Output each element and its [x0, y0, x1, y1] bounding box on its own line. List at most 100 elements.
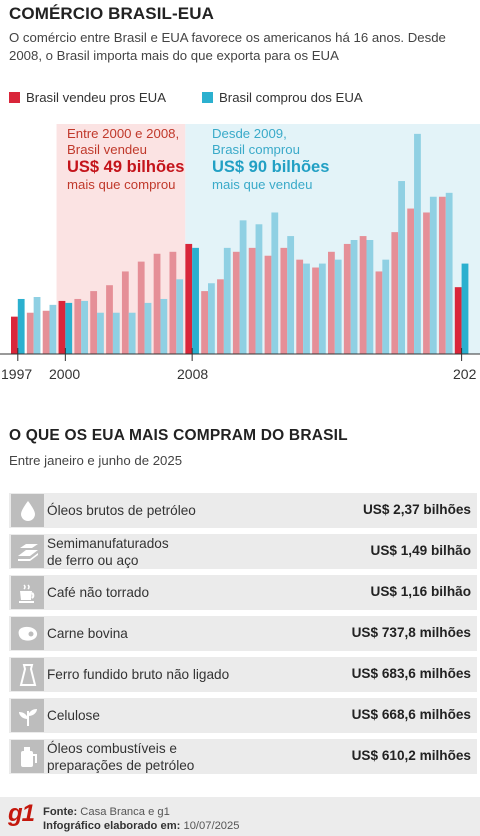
bar-sold-2004	[121, 271, 129, 354]
list-item: Café não torrado US$ 1,16 bilhão	[9, 575, 477, 610]
bar-sold-2018	[343, 243, 351, 354]
list-item: Celulose US$ 668,6 milhões	[9, 698, 477, 733]
bar-sold-1997	[11, 316, 18, 354]
list-item: Carne bovina US$ 737,8 milhões	[9, 616, 477, 651]
bar-bought-2020	[382, 259, 390, 354]
g1-logo: g1	[8, 800, 35, 827]
iron-bag-icon	[11, 658, 44, 691]
annotation-blue-line2: Brasil comprou	[212, 142, 300, 157]
list-item-label: Café não torrado	[47, 585, 150, 600]
bar-bought-2002	[97, 312, 104, 354]
bar-bought-2011	[239, 220, 247, 354]
bar-sold-2020	[375, 271, 383, 354]
bar-sold-2008	[185, 243, 193, 354]
bar-sold-2002	[90, 291, 98, 354]
annotation-sold-period: Entre 2000 e 2008, Brasil vendeu US$ 49 …	[67, 126, 184, 193]
legend-item-bought: Brasil comprou dos EUA	[202, 90, 363, 105]
bar-bought-2015	[303, 263, 310, 354]
page-title: COMÉRCIO BRASIL-EUA	[9, 4, 214, 23]
legend-swatch-bought	[202, 92, 213, 103]
annotation-red-amount: US$ 49 bilhões	[67, 158, 185, 176]
bar-sold-2011	[232, 251, 240, 354]
annotation-blue-amount: US$ 90 bilhões	[212, 158, 330, 176]
list-item-value: US$ 610,2 milhões	[351, 748, 471, 763]
made-label: Infográfico elaborado em:	[43, 819, 181, 832]
list-item-label: Óleos combustíveis e	[47, 741, 177, 756]
bar-sold-2000	[58, 300, 66, 354]
bar-bought-2013	[271, 212, 279, 354]
list-item-label-2: de ferro ou aço	[47, 553, 139, 568]
x-tick-label: 1997	[1, 366, 33, 382]
list-item-value: US$ 2,37 bilhões	[362, 502, 471, 517]
bar-sold-2003	[106, 285, 113, 354]
annotation-red-line3: mais que comprou	[67, 177, 176, 192]
list-item: Semimanufaturados de ferro ou aço US$ 1,…	[9, 534, 477, 569]
bar-sold-2010	[217, 279, 224, 354]
trade-bar-chart	[0, 124, 480, 361]
bar-sold-2015	[296, 259, 304, 354]
x-tick-label: 202	[453, 366, 477, 382]
legend-label-bought: Brasil comprou dos EUA	[219, 90, 363, 105]
bar-sold-2006	[153, 253, 161, 354]
x-tick-label: 2000	[49, 366, 81, 382]
x-tick-label: 2008	[177, 366, 209, 382]
bar-bought-1998	[33, 297, 41, 354]
list-item-value: US$ 737,8 milhões	[351, 625, 471, 640]
list-item-value: US$ 683,6 milhões	[351, 666, 471, 681]
bar-bought-2005	[144, 302, 152, 354]
legend-label-sold: Brasil vendeu pros EUA	[26, 90, 167, 105]
bar-sold-2017	[328, 251, 335, 354]
list-item-value: US$ 668,6 milhões	[351, 707, 471, 722]
plant-leaf-icon	[11, 699, 44, 732]
legend-item-sold: Brasil vendeu pros EUA	[9, 90, 166, 105]
bar-bought-2022	[414, 133, 421, 354]
bar-bought-2025	[461, 263, 469, 354]
list-item-value: US$ 1,16 bilhão	[370, 584, 471, 599]
annotation-red-line2: Brasil vendeu	[67, 142, 147, 157]
source-value: Casa Branca e g1	[80, 806, 170, 818]
bar-bought-2007	[176, 279, 184, 354]
bar-bought-2024	[445, 192, 453, 354]
coffee-cup-icon	[11, 576, 44, 609]
bar-sold-2012	[248, 247, 256, 354]
bar-sold-2001	[74, 298, 82, 354]
bar-bought-2010	[223, 247, 231, 354]
list-item-label: Carne bovina	[47, 626, 128, 641]
list-item: Ferro fundido bruto não ligado US$ 683,6…	[9, 657, 477, 692]
bar-sold-2024	[438, 196, 446, 354]
bar-sold-2025	[454, 287, 462, 354]
bar-bought-2019	[366, 240, 374, 354]
bar-sold-2023	[423, 212, 430, 354]
bar-sold-2007	[169, 251, 177, 354]
bar-bought-2016	[318, 263, 326, 354]
bar-bought-1999	[49, 304, 57, 354]
list-item-label: Óleos brutos de petróleo	[47, 503, 196, 518]
bar-bought-2000	[65, 302, 73, 354]
bar-sold-2016	[312, 267, 319, 354]
section-subtitle: Entre janeiro e junho de 2025	[9, 453, 183, 468]
bar-sold-2013	[264, 255, 272, 354]
bar-bought-2006	[160, 298, 168, 354]
footer-credits: Fonte: Casa Branca e g1 Infográfico elab…	[43, 806, 239, 833]
bar-bought-2003	[112, 312, 120, 354]
footer: g1 Fonte: Casa Branca e g1 Infográfico e…	[0, 797, 480, 836]
bar-bought-2004	[128, 312, 136, 354]
list-item-value: US$ 1,49 bilhão	[370, 543, 471, 558]
bar-bought-2018	[350, 240, 358, 354]
bar-sold-1999	[42, 310, 50, 354]
list-item-label: Ferro fundido bruto não ligado	[47, 667, 230, 682]
bar-sold-2022	[407, 208, 415, 354]
bar-sold-2005	[137, 261, 145, 354]
annotation-blue-line3: mais que vendeu	[212, 177, 313, 192]
bar-sold-2019	[359, 236, 367, 354]
bar-bought-2008	[192, 247, 199, 354]
legend-swatch-sold	[9, 92, 20, 103]
bar-sold-2009	[201, 291, 208, 354]
fuel-barrel-icon	[11, 740, 44, 773]
steel-bars-icon	[11, 535, 44, 568]
bar-bought-1997	[17, 298, 25, 354]
bar-bought-2014	[287, 236, 295, 354]
bar-bought-2017	[334, 259, 342, 354]
section-title: O QUE OS EUA MAIS COMPRAM DO BRASIL	[9, 427, 348, 444]
bar-sold-1998	[26, 312, 34, 354]
